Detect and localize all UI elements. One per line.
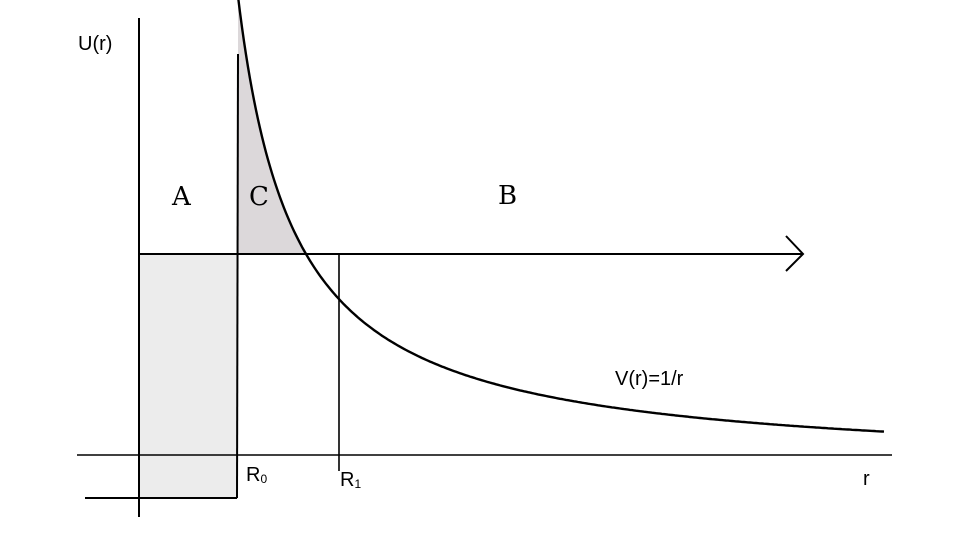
energy-level-arrowhead [785, 235, 805, 272]
coulomb-barrier-curve [237, 0, 885, 433]
potential-well-fill [140, 254, 238, 499]
well-wall-r0 [236, 53, 239, 499]
r1-label-main: R [340, 469, 354, 491]
r0-label: R0 [246, 464, 267, 486]
region-c-label: C [249, 182, 269, 212]
r0-label-main: R [246, 464, 260, 486]
y-axis-label: U(r) [78, 33, 112, 55]
r1-label: R1 [340, 469, 361, 491]
barrier-region-fill [238, 0, 339, 254]
curve-label: V(r)=1/r [615, 368, 684, 390]
r1-label-sub: 1 [354, 477, 361, 491]
region-b-label: B [498, 181, 517, 211]
x-axis-label: r [863, 468, 870, 490]
region-a-label: A [171, 182, 192, 212]
r0-label-sub: 0 [260, 472, 267, 486]
